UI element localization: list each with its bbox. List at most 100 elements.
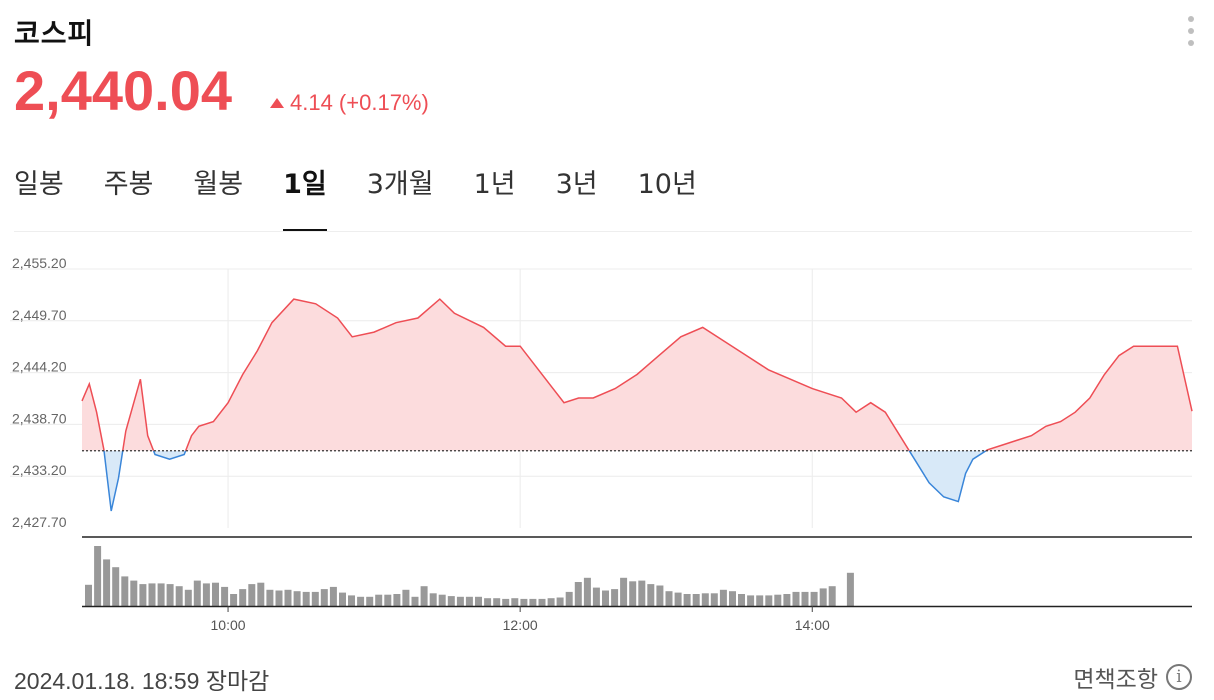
volume-bar: [465, 596, 473, 606]
volume-bar: [94, 546, 102, 606]
info-icon: i: [1166, 664, 1192, 690]
y-tick-label: 2,438.70: [12, 410, 67, 426]
volume-bar: [166, 584, 174, 606]
volume-bar: [475, 596, 482, 606]
volume-bar: [157, 583, 165, 606]
tab-weekly-candle[interactable]: 주봉: [103, 169, 154, 200]
volume-bar: [366, 596, 374, 606]
price-line-up: [81, 298, 1193, 451]
volume-bar: [774, 594, 782, 606]
volume-bar: [565, 591, 573, 606]
volume-bar: [674, 592, 682, 606]
volume-bar: [801, 591, 809, 606]
volume-bar: [611, 589, 619, 606]
volume-bar: [538, 598, 546, 606]
volume-bar: [348, 595, 355, 606]
period-tabs: 일봉 주봉 월봉 1일 3개월 1년 3년 10년: [14, 165, 717, 231]
tab-3-years[interactable]: 3년: [555, 169, 598, 200]
volume-bar: [710, 593, 718, 606]
tab-divider: [14, 231, 1192, 232]
y-tick-label: 2,433.20: [12, 462, 67, 478]
volume-bar: [148, 583, 156, 606]
volume-bar: [85, 584, 92, 606]
volume-bar: [130, 580, 138, 606]
volume-bar: [574, 582, 582, 606]
volume-bar: [284, 589, 292, 606]
volume-bar: [239, 589, 247, 606]
tab-1-day[interactable]: 1일: [263, 165, 347, 231]
volume-bar: [438, 594, 446, 606]
volume-bar: [765, 595, 773, 606]
volume-bar: [683, 594, 691, 606]
tab-3-months[interactable]: 3개월: [366, 169, 434, 200]
volume-bar: [547, 598, 555, 606]
volume-bar: [175, 586, 183, 606]
volume-bar: [248, 584, 256, 606]
volume-bar: [656, 585, 664, 606]
tab-10-years[interactable]: 10년: [637, 169, 697, 200]
volume-bar: [638, 580, 646, 606]
volume-bar: [602, 590, 609, 606]
volume-bar: [357, 596, 365, 606]
x-tick-label: 10:00: [211, 617, 246, 633]
tab-1-year[interactable]: 1년: [473, 169, 516, 200]
price-change-value: 4.14 (+0.17%): [290, 90, 429, 115]
volume-bar: [402, 589, 410, 606]
volume-bar: [184, 589, 192, 606]
volume-bar: [665, 591, 673, 606]
index-title: 코스피: [14, 17, 95, 50]
volume-bar: [783, 594, 791, 606]
volume-bar: [257, 582, 265, 606]
volume-bar: [792, 591, 800, 606]
volume-bar: [502, 598, 510, 606]
price-change: 4.14 (+0.17%): [270, 90, 429, 116]
more-options-icon[interactable]: [1182, 16, 1200, 46]
volume-bar: [275, 590, 283, 606]
volume-bar: [193, 580, 201, 606]
volume-bar: [583, 577, 591, 606]
tab-monthly-candle[interactable]: 월봉: [193, 169, 244, 200]
volume-bar: [620, 577, 628, 606]
volume-bar: [339, 592, 346, 606]
volume-bar: [103, 559, 111, 606]
disclaimer-link[interactable]: 면책조항 i: [1073, 660, 1192, 694]
market-close-timestamp: 2024.01.18. 18:59 장마감: [14, 668, 270, 694]
volume-bar: [302, 591, 310, 606]
volume-bar: [592, 587, 600, 606]
volume-bar: [819, 588, 827, 606]
y-tick-label: 2,427.70: [12, 514, 67, 530]
volume-bar: [230, 594, 238, 606]
volume-bar: [293, 591, 301, 606]
volume-bar: [520, 598, 528, 606]
volume-bar: [221, 586, 229, 606]
volume-bar: [556, 597, 564, 606]
volume-bar: [647, 584, 655, 606]
up-arrow-icon: [270, 98, 284, 108]
volume-bar: [202, 583, 210, 606]
volume-bar: [329, 586, 337, 606]
volume-bar: [420, 586, 428, 606]
volume-bar: [747, 595, 755, 606]
volume-bar: [447, 596, 455, 606]
volume-bar: [701, 593, 709, 606]
volume-bar: [429, 593, 437, 606]
volume-bar: [493, 598, 501, 606]
volume-bar: [320, 589, 328, 606]
volume-bar: [411, 596, 419, 606]
volume-bar: [484, 598, 492, 606]
volume-bar: [375, 594, 383, 606]
volume-bar: [121, 576, 129, 606]
x-tick-label: 12:00: [503, 617, 538, 633]
volume-bar: [384, 594, 392, 606]
y-tick-label: 2,455.20: [12, 255, 67, 271]
volume-bar: [629, 581, 637, 606]
volume-bar: [810, 591, 818, 606]
volume-bar: [456, 596, 464, 606]
price-area-up: [82, 299, 1192, 451]
intraday-chart[interactable]: 2,455.20 2,449.70 2,444.20 2,438.70 2,433.20…: [0, 232, 1214, 652]
volume-bar: [828, 586, 836, 606]
y-tick-label: 2,449.70: [12, 307, 67, 323]
tab-daily-candle[interactable]: 일봉: [14, 169, 64, 200]
volume-bar: [692, 594, 700, 606]
volume-bar: [112, 567, 120, 606]
